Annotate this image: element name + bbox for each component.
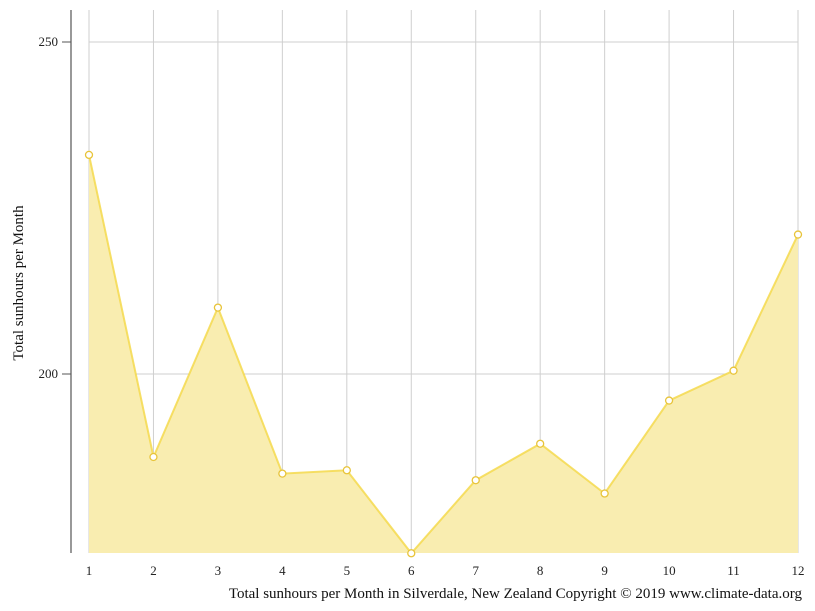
y-tick-label-250: 250 <box>39 34 59 49</box>
y-tick-label-200: 200 <box>39 366 59 381</box>
x-tick-label-12: 12 <box>792 563 805 578</box>
chart-caption: Total sunhours per Month in Silverdale, … <box>229 586 803 602</box>
data-point-6 <box>407 549 416 558</box>
x-tick-label-7: 7 <box>472 563 479 578</box>
x-tick-label-11: 11 <box>727 563 740 578</box>
x-tick-label-5: 5 <box>344 563 351 578</box>
horizontal-gridlines <box>89 41 798 375</box>
data-points <box>84 150 803 558</box>
x-tick-label-3: 3 <box>215 563 222 578</box>
y-tick-group: 200 250 <box>39 34 71 381</box>
data-point-8 <box>536 439 545 448</box>
x-tick-label-2: 2 <box>150 563 157 578</box>
data-point-12 <box>793 230 803 239</box>
data-point-5 <box>342 466 351 475</box>
data-point-11 <box>729 366 738 375</box>
x-tick-label-6: 6 <box>408 563 415 578</box>
data-point-10 <box>664 396 674 405</box>
data-point-3 <box>213 303 223 312</box>
data-point-4 <box>278 469 287 478</box>
sunhours-area-fill <box>89 154 798 554</box>
x-tick-group: 1 2 3 4 5 6 7 8 9 10 11 12 <box>86 563 805 578</box>
x-tick-label-4: 4 <box>279 563 286 578</box>
data-point-9 <box>600 489 609 498</box>
y-axis-title: Total sunhours per Month <box>11 205 27 361</box>
x-tick-label-8: 8 <box>537 563 544 578</box>
x-tick-label-9: 9 <box>601 563 608 578</box>
x-tick-label-10: 10 <box>663 563 676 578</box>
data-point-1 <box>84 150 94 160</box>
sunhours-line <box>88 154 799 555</box>
data-point-7 <box>471 476 480 485</box>
data-point-2 <box>149 452 158 462</box>
x-tick-label-1: 1 <box>86 563 93 578</box>
